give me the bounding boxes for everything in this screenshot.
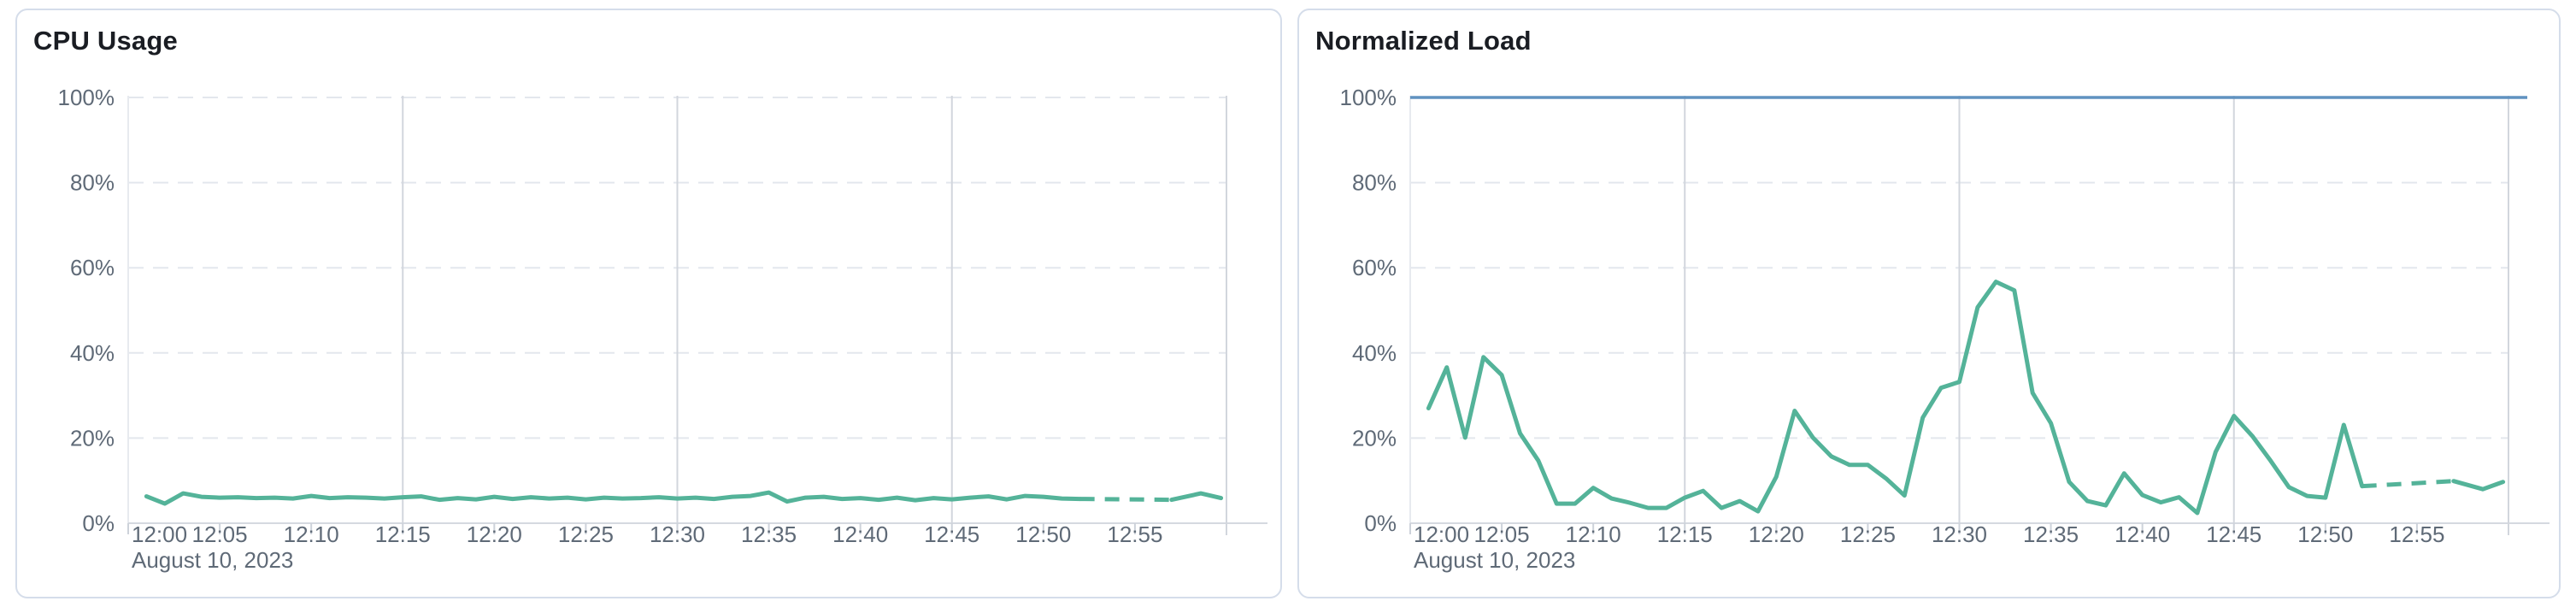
cpu-usage-chart[interactable]: 12:00 12:05 12:10 12:15 12:20 12:25 12:30 12:35… [17,10,1280,597]
y-tick-label: 40% [1352,340,1397,366]
x-tick-label: 12:10 [284,522,339,547]
y-tick-label: 80% [1352,170,1397,196]
normalized-load-chart[interactable]: 12:00 12:05 12:10 12:15 12:20 12:25 12:30 12:35… [1299,10,2559,597]
x-tick-label: 12:20 [467,522,522,547]
y-tick-label: 100% [1340,85,1397,110]
cpu-usage-panel-title: CPU Usage [33,26,178,56]
y-tick-label: 60% [70,255,115,280]
x-tick-label: 12:25 [558,522,614,547]
x-tick-label: 12:35 [741,522,797,547]
x-tick-label: 12:45 [2206,522,2261,547]
x-tick-label: 12:50 [1015,522,1071,547]
x-tick-label: 12:55 [2389,522,2444,547]
series-line-solid-tail [2451,479,2506,492]
y-tick-label: 20% [1352,425,1397,451]
x-tick-label: 12:00 [1414,522,1469,547]
x-tick-label: 12:05 [192,522,248,547]
x-tick-label: 12:00 [132,522,187,547]
y-tick-label: 20% [70,425,115,451]
x-tick-label: 12:50 [2297,522,2353,547]
series-line-dashed-gap [2361,479,2454,489]
y-tick-label: 0% [82,510,115,536]
series-line-solid [144,490,1083,506]
x-tick-label: 12:45 [924,522,979,547]
x-tick-label: 12:20 [1749,522,1804,547]
x-tick-label: 12:15 [1657,522,1713,547]
y-tick-label: 60% [1352,255,1397,280]
x-axis-date-label: August 10, 2023 [132,547,293,573]
x-tick-label: 12:30 [650,522,705,547]
x-tick-label: 12:40 [2114,522,2170,547]
cpu-usage-panel: CPU Usage 12:00 12:05 12:10 12:15 12:20 12:25… [15,9,1282,598]
x-tick-label: 12:30 [1932,522,1987,547]
y-tick-label: 0% [1364,510,1397,536]
x-tick-label: 12:35 [2023,522,2079,547]
x-tick-label: 12:55 [1107,522,1162,547]
y-tick-label: 40% [70,340,115,366]
normalized-load-panel-title: Normalized Load [1315,26,1532,56]
series-line-solid [1426,280,2365,516]
x-axis-date-label: August 10, 2023 [1414,547,1575,573]
series-line-dashed-gap [1079,497,1172,503]
y-tick-label: 80% [70,170,115,196]
x-tick-label: 12:05 [1474,522,1530,547]
series-line-solid-tail [1169,491,1224,503]
normalized-load-panel: Normalized Load 12:00 12:05 12:10 12:15 12:2… [1297,9,2561,598]
x-tick-label: 12:25 [1840,522,1896,547]
x-tick-label: 12:15 [375,522,431,547]
x-tick-label: 12:40 [832,522,888,547]
y-tick-label: 100% [58,85,115,110]
x-tick-label: 12:10 [1566,522,1621,547]
